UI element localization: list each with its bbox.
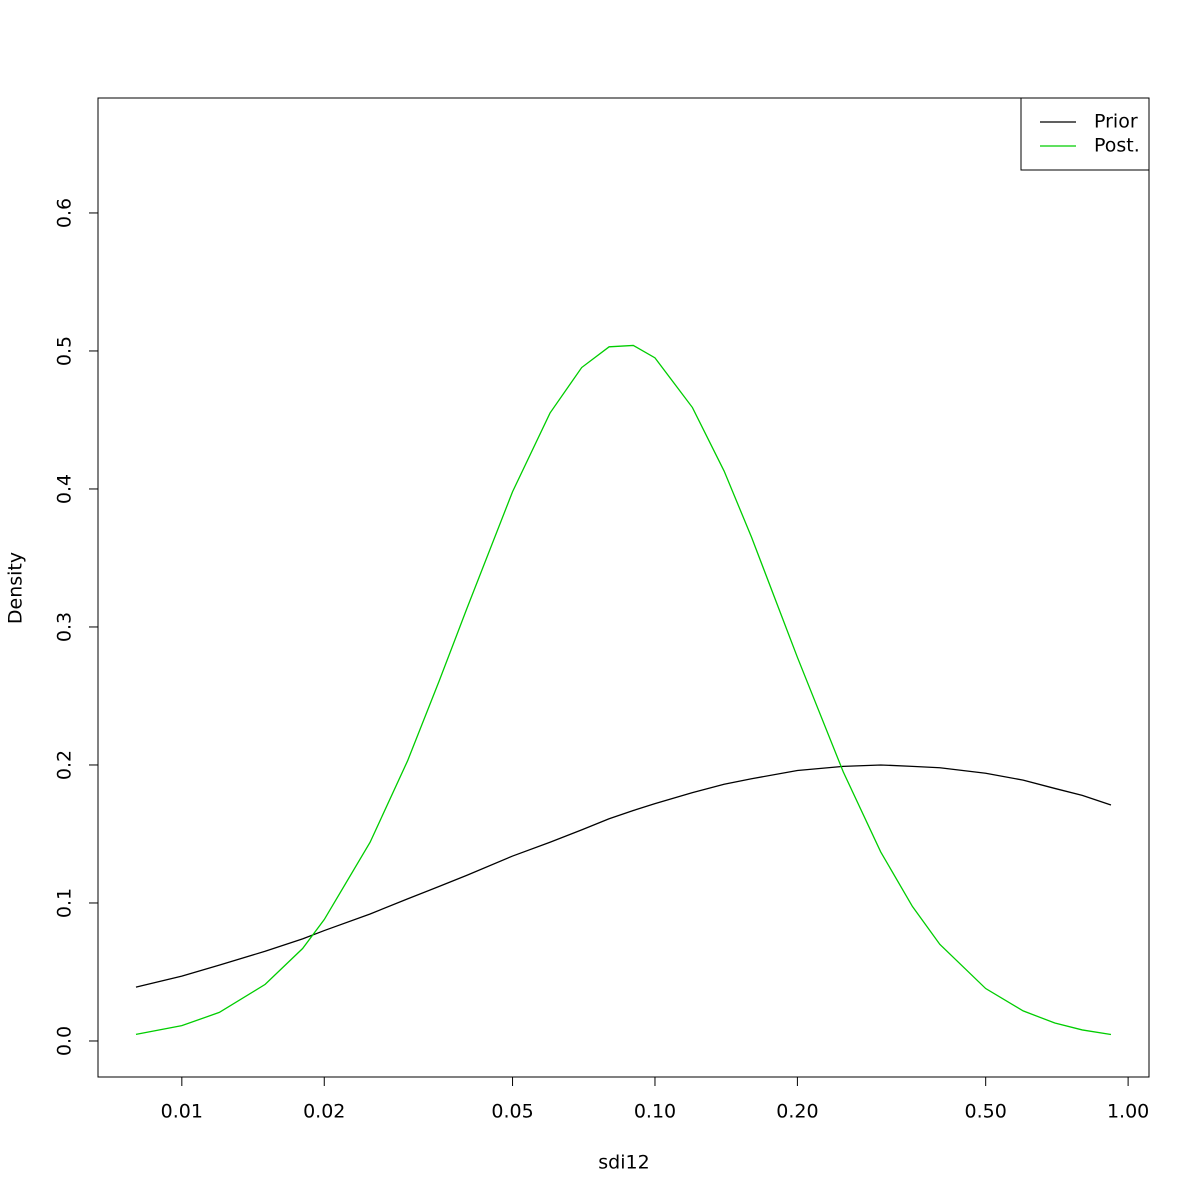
y-tick-label: 0.4	[54, 474, 76, 504]
x-tick-label: 0.02	[303, 1101, 345, 1123]
y-tick-label: 0.2	[54, 750, 76, 780]
x-axis-label: sdi12	[598, 1152, 649, 1174]
density-line	[135, 764, 1112, 988]
density-line	[135, 344, 1112, 1036]
y-tick-label: 0.3	[54, 612, 76, 642]
plot-frame	[97, 97, 1150, 1078]
y-tick-label: 0.5	[54, 336, 76, 366]
x-tick-label: 0.05	[491, 1101, 533, 1123]
legend-label: Post.	[1094, 135, 1140, 157]
x-tick-label: 0.01	[161, 1101, 203, 1123]
legend-label: Prior	[1094, 111, 1138, 133]
y-axis-label: Density	[5, 552, 27, 624]
x-tick-label: 0.10	[634, 1101, 676, 1123]
x-tick-label: 0.20	[776, 1101, 818, 1123]
y-tick-label: 0.6	[54, 198, 76, 228]
x-tick-label: 1.00	[1107, 1101, 1149, 1123]
legend-box	[1020, 97, 1150, 171]
y-tick-label: 0.1	[54, 888, 76, 918]
x-tick-label: 0.50	[965, 1101, 1007, 1123]
y-tick-label: 0.0	[54, 1026, 76, 1056]
